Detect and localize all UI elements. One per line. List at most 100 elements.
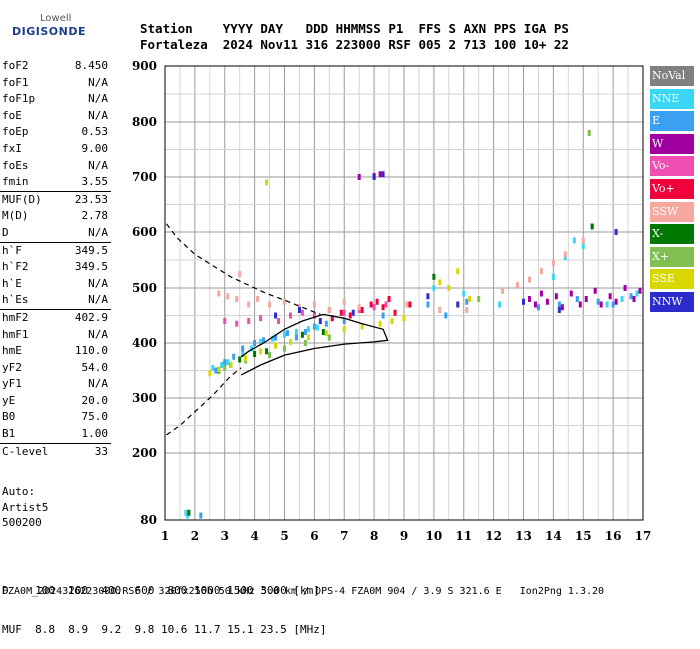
echo-point	[545, 298, 549, 305]
echo-point	[584, 296, 588, 302]
x-tick-label: 16	[605, 529, 622, 543]
echo-point	[498, 301, 502, 308]
param-row: h`F 349.5	[0, 241, 111, 260]
echo-point	[324, 320, 328, 327]
echo-point	[312, 312, 316, 319]
echo-point	[285, 330, 289, 337]
param-name: h`Es	[2, 293, 29, 307]
header-line-1: Station YYYY DAY DDD HHMMSS P1 FFS S AXN…	[140, 21, 569, 36]
echo-point	[294, 334, 298, 341]
echo-point	[536, 304, 540, 311]
param-row: hmE 110.0	[0, 343, 111, 360]
param-row: B0 75.0	[0, 409, 111, 426]
echo-point	[226, 293, 230, 300]
echo-point	[560, 304, 564, 311]
echo-point	[587, 130, 591, 136]
echo-point	[324, 330, 328, 337]
echo-point	[572, 237, 576, 244]
echo-point	[360, 323, 364, 330]
echo-point	[447, 285, 451, 291]
echo-point	[539, 290, 543, 297]
y-tick-label: 400	[132, 336, 157, 350]
echo-point	[378, 171, 382, 178]
param-name: foF2	[2, 59, 29, 72]
param-row: fmin 3.55	[0, 174, 111, 191]
echo-point	[635, 290, 639, 297]
param-value: N/A	[88, 293, 108, 307]
echo-point	[253, 351, 257, 357]
echo-point	[277, 318, 281, 324]
echo-point	[268, 352, 272, 359]
echo-point	[638, 287, 642, 294]
echo-point	[575, 296, 579, 302]
param-row: hmF1 N/A	[0, 327, 111, 344]
param-value: N/A	[88, 327, 108, 341]
x-tick-label: 2	[191, 529, 199, 543]
y-tick-label: 700	[132, 170, 157, 184]
echo-point	[330, 315, 334, 322]
echo-point	[321, 329, 325, 335]
param-name: C-level	[2, 444, 49, 458]
echo-point	[283, 331, 286, 338]
x-tick-label: 13	[515, 529, 532, 543]
echo-point	[327, 334, 331, 341]
legend-item: NNW	[650, 291, 694, 312]
x-tick-label: 17	[635, 529, 652, 543]
echo-point	[551, 259, 555, 266]
echo-point	[342, 298, 346, 305]
echo-point	[569, 290, 573, 297]
param-row: foF1 N/A	[0, 75, 111, 92]
echo-point	[274, 334, 278, 341]
param-row: yE 20.0	[0, 393, 111, 410]
param-name: M(D)	[2, 209, 29, 223]
param-row: h`Es N/A	[0, 292, 111, 309]
echo-point	[390, 318, 394, 324]
echo-point	[288, 312, 292, 319]
auto-line-3: 500200	[2, 516, 42, 529]
echo-point	[465, 307, 469, 313]
echo-point	[563, 251, 567, 258]
param-name: hmE	[2, 344, 22, 358]
echo-point	[241, 345, 245, 352]
echo-point	[342, 318, 346, 324]
echo-point	[235, 320, 239, 327]
profile-trace-solid	[240, 313, 389, 376]
echo-point	[214, 367, 218, 374]
x-tick-label: 15	[575, 529, 592, 543]
echo-point	[256, 296, 260, 302]
legend-item: X+	[650, 246, 694, 267]
echo-point	[477, 296, 481, 302]
echo-point	[297, 307, 301, 313]
ionogram-chart: 1 2 3 4 5 6 7 8 9 10 11 12 13 14 15 16 17802003004005006…	[132, 59, 652, 543]
param-value: 9.00	[81, 141, 109, 155]
echo-point	[342, 326, 346, 333]
param-value: 0.53	[81, 125, 109, 139]
echo-point	[608, 293, 612, 300]
param-value: 1.00	[81, 427, 109, 441]
legend-item: Vo+	[650, 178, 694, 199]
echo-point	[527, 296, 531, 302]
echo-point	[596, 298, 600, 305]
dashed-trace-upper	[166, 223, 321, 315]
param-row: C-level 33	[0, 442, 111, 461]
param-name: hmF1	[2, 327, 29, 341]
param-name: B1	[2, 427, 16, 441]
param-row: foEs N/A	[0, 158, 111, 175]
echo-point	[247, 318, 251, 324]
x-tick-label: 6	[310, 529, 318, 543]
echo-point	[444, 312, 448, 319]
param-name: foF1	[2, 75, 29, 89]
param-name: fmin	[2, 175, 29, 189]
echo-point	[426, 301, 430, 308]
echo-point	[629, 293, 633, 300]
echo-point	[581, 243, 585, 249]
legend-item: SSE	[650, 269, 694, 290]
param-row: yF2 54.0	[0, 360, 111, 377]
echo-point	[581, 237, 585, 244]
echo-point	[262, 337, 266, 344]
param-value: 3.55	[81, 175, 109, 189]
echo-point	[223, 318, 227, 324]
echo-point	[456, 268, 460, 275]
param-row: B1 1.00	[0, 426, 111, 443]
param-value: N/A	[88, 108, 108, 122]
